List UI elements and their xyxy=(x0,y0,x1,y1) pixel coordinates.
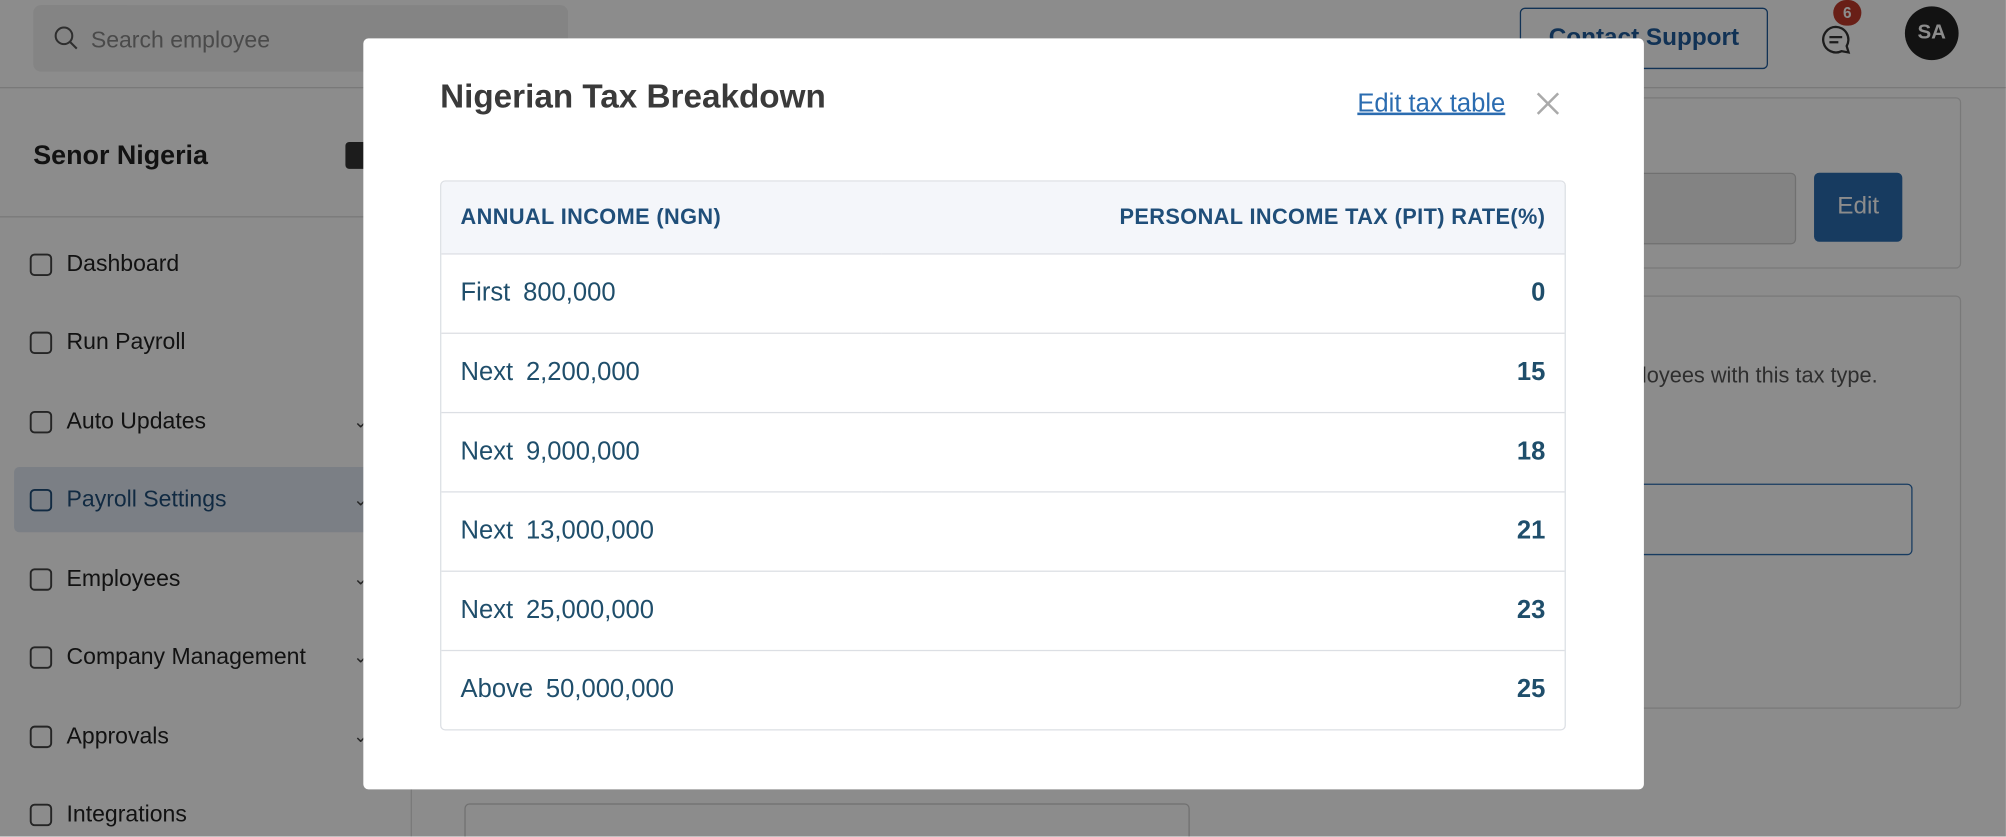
nav-item[interactable]: Auto Updates xyxy=(28,408,206,435)
income-amount: 50,000,000 xyxy=(545,675,674,704)
table-row: Next 13,000,000 21 xyxy=(441,491,1565,570)
income-cell: Next 9,000,000 xyxy=(441,411,882,491)
edit-button[interactable]: Edit xyxy=(1814,172,1903,242)
rate-cell: 15 xyxy=(881,332,1565,412)
nav-item[interactable]: Run Payroll xyxy=(28,328,186,356)
income-amount: 25,000,000 xyxy=(525,596,655,625)
avatar[interactable]: SA xyxy=(1904,6,1959,61)
search-placeholder: Search employee xyxy=(90,26,271,53)
income-amount: 2,200,000 xyxy=(525,358,640,387)
modal: Nigerian Tax Breakdown Edit tax table AN… xyxy=(363,38,1644,790)
income-label: Next xyxy=(460,358,514,387)
table-row: Next 25,000,000 23 xyxy=(441,570,1565,650)
income-cell: First 800,000 xyxy=(441,253,882,332)
edit-link[interactable]: Edit tax table xyxy=(1357,89,1506,118)
nav-icon xyxy=(29,488,53,511)
close-button[interactable] xyxy=(1535,91,1561,117)
chat-icon[interactable] xyxy=(1820,24,1851,55)
nav-label: Company Management xyxy=(66,643,306,670)
nav-icon xyxy=(29,331,53,354)
income-label: First xyxy=(460,278,511,308)
nav-label: Approvals xyxy=(66,722,169,749)
income-cell: Above 50,000,000 xyxy=(441,649,882,729)
income-label: Next xyxy=(460,596,514,625)
nav-icon xyxy=(29,410,53,433)
income-amount: 13,000,000 xyxy=(525,516,655,545)
nav-icon xyxy=(29,645,53,669)
nav-item[interactable]: Integrations xyxy=(28,801,187,828)
search-icon xyxy=(54,26,78,50)
input xyxy=(464,803,1190,837)
nav-label: Integrations xyxy=(66,800,187,827)
nav-icon xyxy=(29,803,53,826)
table-row: Above 50,000,000 25 xyxy=(441,649,1565,729)
sidebar-divider xyxy=(0,216,411,218)
nav-item[interactable]: Payroll Settings xyxy=(28,486,227,513)
income-amount: 9,000,000 xyxy=(525,437,640,466)
rate-cell: 25 xyxy=(881,649,1565,729)
card-text: ployees with this tax type. xyxy=(1629,363,1878,388)
nav-label: Auto Updates xyxy=(66,408,207,434)
rate-cell: 18 xyxy=(881,411,1565,491)
rate-cell: 23 xyxy=(881,570,1565,650)
nav-item[interactable]: Employees xyxy=(28,565,180,592)
income-label: Next xyxy=(460,516,514,545)
column-header: ANNUAL INCOME (NGN) xyxy=(441,181,882,254)
income-amount: 800,000 xyxy=(523,278,616,308)
income-cell: Next 2,200,000 xyxy=(441,332,882,412)
notification-badge: 6 xyxy=(1833,0,1862,26)
table-row: Next 2,200,000 15 xyxy=(441,332,1565,412)
income-label: Next xyxy=(460,437,514,466)
active-highlight xyxy=(14,466,373,533)
nav-icon xyxy=(29,567,53,591)
nav-label: Payroll Settings xyxy=(66,486,227,512)
modal-title: Nigerian Tax Breakdown xyxy=(440,76,826,116)
nav-item[interactable]: Approvals xyxy=(28,723,169,750)
table-row: Next 9,000,000 18 xyxy=(441,411,1565,491)
income-cell: Next 13,000,000 xyxy=(441,491,882,570)
nav-item[interactable]: Company Management xyxy=(28,643,306,670)
nav-icon xyxy=(29,252,53,276)
income-label: Above xyxy=(460,675,534,704)
table-row: First 800,000 0 xyxy=(441,253,1565,332)
nav-item[interactable]: Dashboard xyxy=(28,251,179,278)
nav-label: Employees xyxy=(66,565,181,592)
income-cell: Next 25,000,000 xyxy=(441,570,882,650)
rate-cell: 21 xyxy=(881,491,1565,570)
nav-label: Dashboard xyxy=(66,250,180,277)
nav-icon xyxy=(29,725,53,748)
rate-cell: 0 xyxy=(881,253,1565,332)
column-header: PERSONAL INCOME TAX (PIT) RATE(%) xyxy=(881,181,1565,254)
company-name: Senor Nigeria xyxy=(33,140,208,171)
nav-label: Run Payroll xyxy=(66,328,186,355)
tax-table: ANNUAL INCOME (NGN) PERSONAL INCOME TAX … xyxy=(440,180,1566,731)
